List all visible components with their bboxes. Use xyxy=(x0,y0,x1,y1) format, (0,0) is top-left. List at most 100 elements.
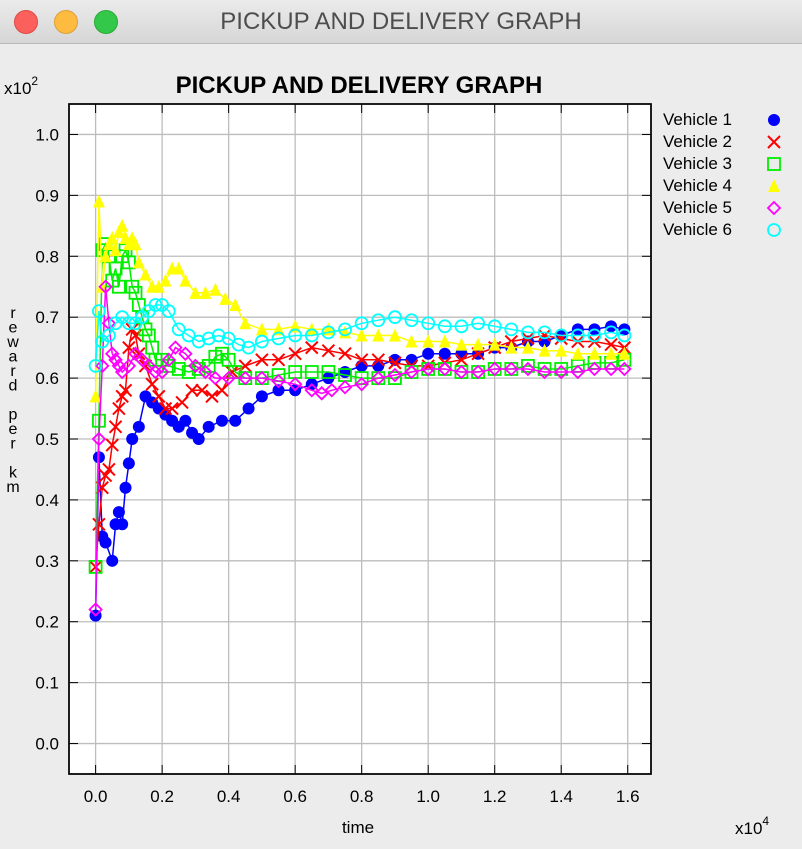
data-point xyxy=(219,291,232,305)
data-point xyxy=(437,361,453,377)
data-point xyxy=(102,462,116,477)
y-tick-label: 0.3 xyxy=(35,552,59,571)
data-point xyxy=(178,346,193,361)
data-point xyxy=(201,331,216,346)
legend-item: Vehicle 3 xyxy=(663,154,781,173)
data-point xyxy=(115,389,129,404)
data-point xyxy=(305,340,319,355)
y-axis-label-char: r xyxy=(10,305,16,322)
data-point xyxy=(304,383,320,398)
data-point xyxy=(604,325,618,340)
data-point xyxy=(91,431,107,447)
data-point xyxy=(355,359,368,372)
data-point xyxy=(132,420,145,433)
data-point xyxy=(455,337,468,351)
legend-label: Vehicle 6 xyxy=(663,220,732,239)
chart: PICKUP AND DELIVERY GRAPH x102 x104 time… xyxy=(4,72,782,838)
data-point xyxy=(321,343,336,358)
data-point xyxy=(355,328,368,342)
y-scale-label: x102 xyxy=(4,74,38,98)
data-point xyxy=(106,554,119,567)
data-point xyxy=(338,322,352,337)
legend-label: Vehicle 5 xyxy=(663,198,732,217)
data-point xyxy=(88,560,103,574)
data-point xyxy=(88,602,103,617)
legend-item: Vehicle 2 xyxy=(663,132,781,151)
data-point xyxy=(105,438,119,452)
data-point xyxy=(420,361,436,377)
data-point xyxy=(521,359,535,373)
data-point xyxy=(505,340,518,354)
data-point xyxy=(487,361,502,377)
data-point xyxy=(172,261,185,275)
data-point xyxy=(537,364,552,380)
data-point xyxy=(241,340,256,355)
data-point xyxy=(454,364,469,380)
data-point xyxy=(321,365,336,379)
data-point xyxy=(188,358,203,374)
series-4 xyxy=(89,194,631,403)
series-6 xyxy=(88,298,632,373)
data-point xyxy=(555,343,568,357)
data-point xyxy=(221,370,236,386)
data-point xyxy=(504,361,519,377)
x-tick-label: 1.4 xyxy=(549,787,573,806)
data-point xyxy=(588,346,601,360)
data-point xyxy=(422,334,435,348)
data-point xyxy=(111,279,126,294)
legend-marker xyxy=(768,114,780,126)
close-window-button[interactable] xyxy=(14,10,38,34)
y-axis-label-char: r xyxy=(10,363,16,380)
data-point xyxy=(171,322,186,337)
data-point xyxy=(175,395,189,410)
data-point xyxy=(571,346,584,360)
y-axis-label-char: d xyxy=(9,378,18,395)
data-point xyxy=(237,370,253,386)
maximize-window-button[interactable] xyxy=(94,10,118,34)
window-titlebar: PICKUP AND DELIVERY GRAPH xyxy=(0,0,802,44)
data-point xyxy=(145,377,159,391)
data-point xyxy=(354,376,369,392)
legend-marker xyxy=(767,135,781,149)
data-point xyxy=(225,365,239,379)
data-point xyxy=(371,313,386,328)
data-point xyxy=(537,328,552,343)
minimize-window-button[interactable] xyxy=(54,10,78,34)
data-point xyxy=(98,468,113,483)
data-point xyxy=(587,361,602,377)
data-point xyxy=(537,362,552,376)
data-point xyxy=(605,346,618,360)
data-point xyxy=(587,328,602,343)
data-point xyxy=(191,334,206,349)
data-point xyxy=(129,237,142,251)
y-axis-label-char: r xyxy=(10,436,16,453)
svg-text:x104: x104 xyxy=(735,814,769,838)
data-point xyxy=(89,389,102,403)
data-point xyxy=(171,362,186,376)
data-point xyxy=(471,316,485,331)
data-point xyxy=(121,316,136,331)
data-point xyxy=(354,353,369,367)
data-point xyxy=(108,352,123,368)
data-point xyxy=(538,343,551,357)
data-point xyxy=(520,361,536,377)
series-group xyxy=(88,194,632,622)
svg-text:x102: x102 xyxy=(4,74,38,98)
x-scale-label: x104 xyxy=(735,814,769,838)
data-point xyxy=(570,328,585,343)
y-tick-label: 0.6 xyxy=(35,369,59,388)
data-point xyxy=(405,334,418,348)
data-point xyxy=(321,325,336,340)
data-point xyxy=(208,370,223,386)
x-axis-label: time xyxy=(342,818,374,837)
x-tick-label: 0.4 xyxy=(217,787,241,806)
data-point xyxy=(618,346,631,360)
data-point xyxy=(603,361,619,377)
data-point xyxy=(617,361,632,377)
series-2 xyxy=(88,322,632,574)
y-axis-label-char: p xyxy=(9,407,18,424)
data-point xyxy=(437,319,452,334)
data-point xyxy=(202,420,215,433)
data-point xyxy=(161,304,176,318)
legend-label: Vehicle 4 xyxy=(663,176,732,195)
